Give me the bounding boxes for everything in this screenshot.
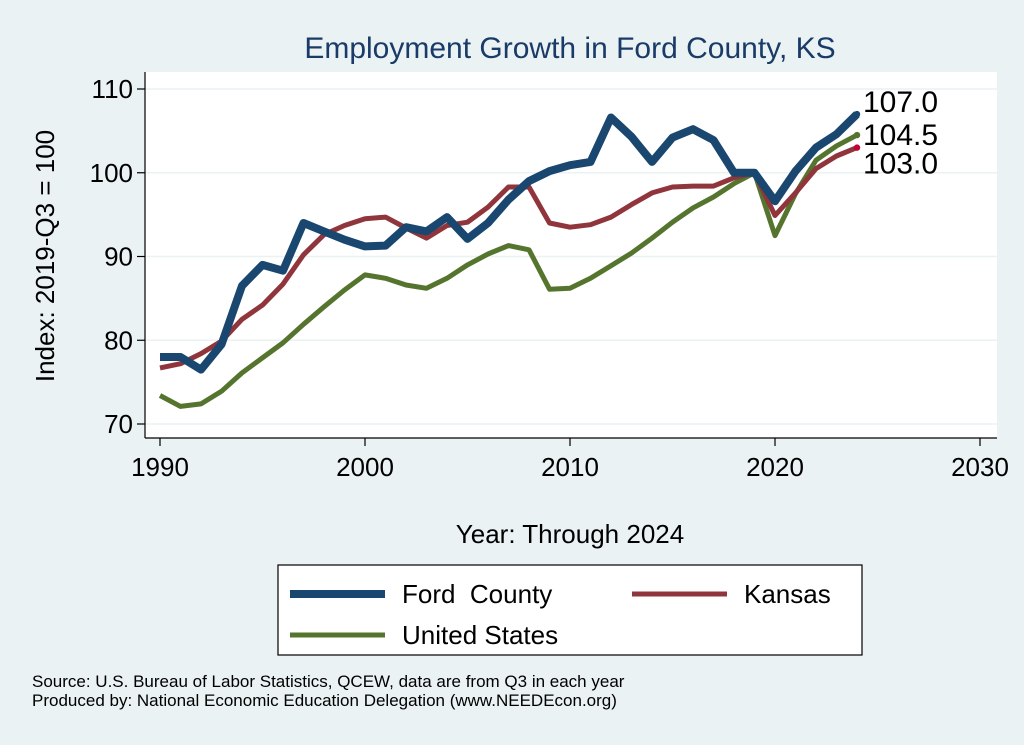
- axes: 70 80 90 100 110 1990 2000 2010 2020 2030: [90, 72, 1009, 482]
- x-axis-label: Year: Through 2024: [456, 519, 684, 549]
- legend-box: [277, 564, 863, 656]
- x-tick-label: 1990: [131, 452, 189, 482]
- series-line-ford-county: [160, 111, 860, 374]
- x-tick-label: 2010: [541, 452, 599, 482]
- x-tick-label: 2000: [336, 452, 394, 482]
- end-label-1: 103.0: [863, 148, 938, 181]
- footnote-source: Source: U.S. Bureau of Labor Statistics,…: [32, 672, 625, 691]
- legend-label-1: Kansas: [744, 579, 831, 609]
- y-tick-label: 70: [104, 409, 133, 439]
- y-tick-label: 90: [104, 242, 133, 272]
- end-label-2: 104.5: [863, 119, 938, 152]
- footnote-produced: Produced by: National Economic Education…: [32, 691, 617, 710]
- legend-label-2: United States: [402, 620, 558, 650]
- end-marker-2: [853, 131, 861, 139]
- series-layer: [158, 111, 860, 409]
- y-tick-label: 100: [90, 158, 133, 188]
- end-label-0: 107.0: [863, 86, 938, 119]
- legend-label-0: Ford County: [402, 579, 552, 609]
- x-tick-label: 2020: [746, 452, 804, 482]
- end-marker-1: [853, 144, 861, 151]
- y-tick-label: 110: [92, 74, 133, 104]
- chart-svg: Employment Growth in Ford County, KS Yea…: [30, 32, 1009, 656]
- y-tick-label: 80: [104, 325, 133, 355]
- end-marker-0: [853, 110, 861, 118]
- legend: Ford County Kansas United States: [277, 564, 863, 656]
- y-axis-label: Index: 2019-Q3 = 100: [30, 130, 60, 382]
- chart-title: Employment Growth in Ford County, KS: [304, 32, 835, 65]
- series-line-united-states: [158, 132, 859, 409]
- x-tick-label: 2030: [951, 452, 1009, 482]
